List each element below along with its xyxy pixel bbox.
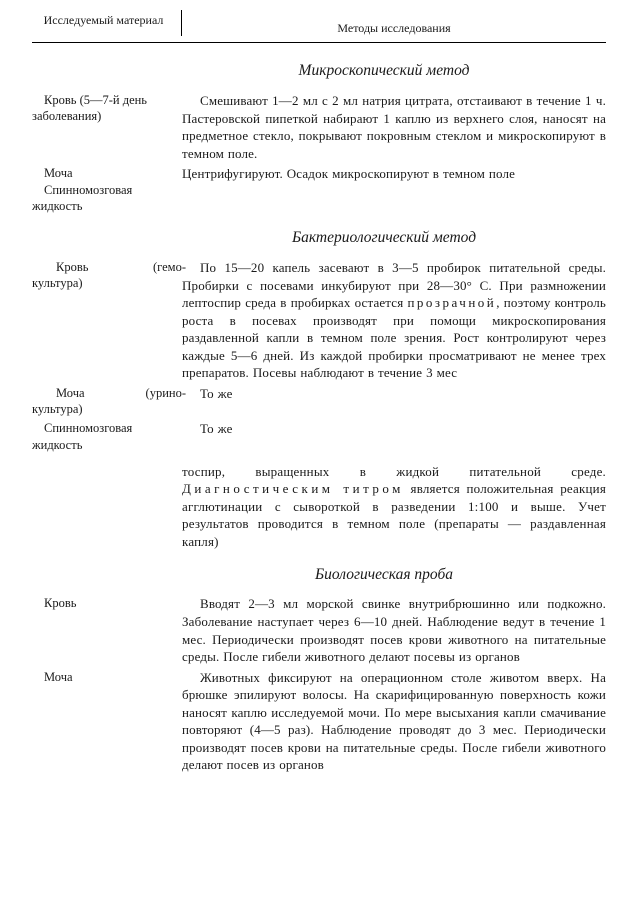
entry-microscopic-urine: Моча Спинномозговая жидкость Центрифугир…: [32, 165, 606, 214]
material-cell: Кровь: [32, 595, 182, 611]
method-cell: То же: [182, 385, 606, 403]
material-cell: Кровь (гемо-культура): [32, 259, 182, 292]
material-cell: Спинномозговая жидкость: [32, 420, 182, 453]
entry-microscopic-blood: Кровь (5—7-й день заболевания) Смешивают…: [32, 92, 606, 162]
section-title-biological: Биологическая проба: [162, 565, 606, 586]
entry-bacteriological-csf: Спинномозговая жидкость То же: [32, 420, 606, 453]
material-cell: Моча: [32, 669, 182, 685]
entry-biological-blood: Кровь Вводят 2—3 мл морской свинке внутр…: [32, 595, 606, 665]
entry-bacteriological-blood: Кровь (гемо-культура) По 15—20 капель за…: [32, 259, 606, 382]
material-cell: Кровь (5—7-й день заболевания): [32, 92, 182, 125]
method-cell: Вводят 2—3 мл морской свинке внутрибрюши…: [182, 595, 606, 665]
material-cell: Моча Спинномозговая жидкость: [32, 165, 182, 214]
method-cell: Смешивают 1—2 мл с 2 мл натрия цитрата, …: [182, 92, 606, 162]
header-material-column: Исследуемый материал: [32, 10, 182, 36]
method-cell: Животных фиксируют на операционном столе…: [182, 669, 606, 774]
header-method-column: Методы исследования: [182, 10, 606, 36]
entry-bacteriological-urine: Моча (урино-культура) То же: [32, 385, 606, 418]
bacteriological-note: тоспир, выращенных в жидкой питательной …: [182, 463, 606, 551]
method-cell: По 15—20 капель засевают в 3—5 пробирок …: [182, 259, 606, 382]
material-cell: Моча (урино-культура): [32, 385, 182, 418]
entry-biological-urine: Моча Животных фиксируют на операционном …: [32, 669, 606, 774]
method-cell: Центрифугируют. Осадок микроскопируют в …: [182, 165, 606, 183]
method-cell: То же: [182, 420, 606, 438]
section-title-bacteriological: Бактериологический метод: [162, 228, 606, 249]
section-title-microscopic: Микроскопический метод: [162, 61, 606, 82]
table-header: Исследуемый материал Методы исследования: [32, 10, 606, 43]
